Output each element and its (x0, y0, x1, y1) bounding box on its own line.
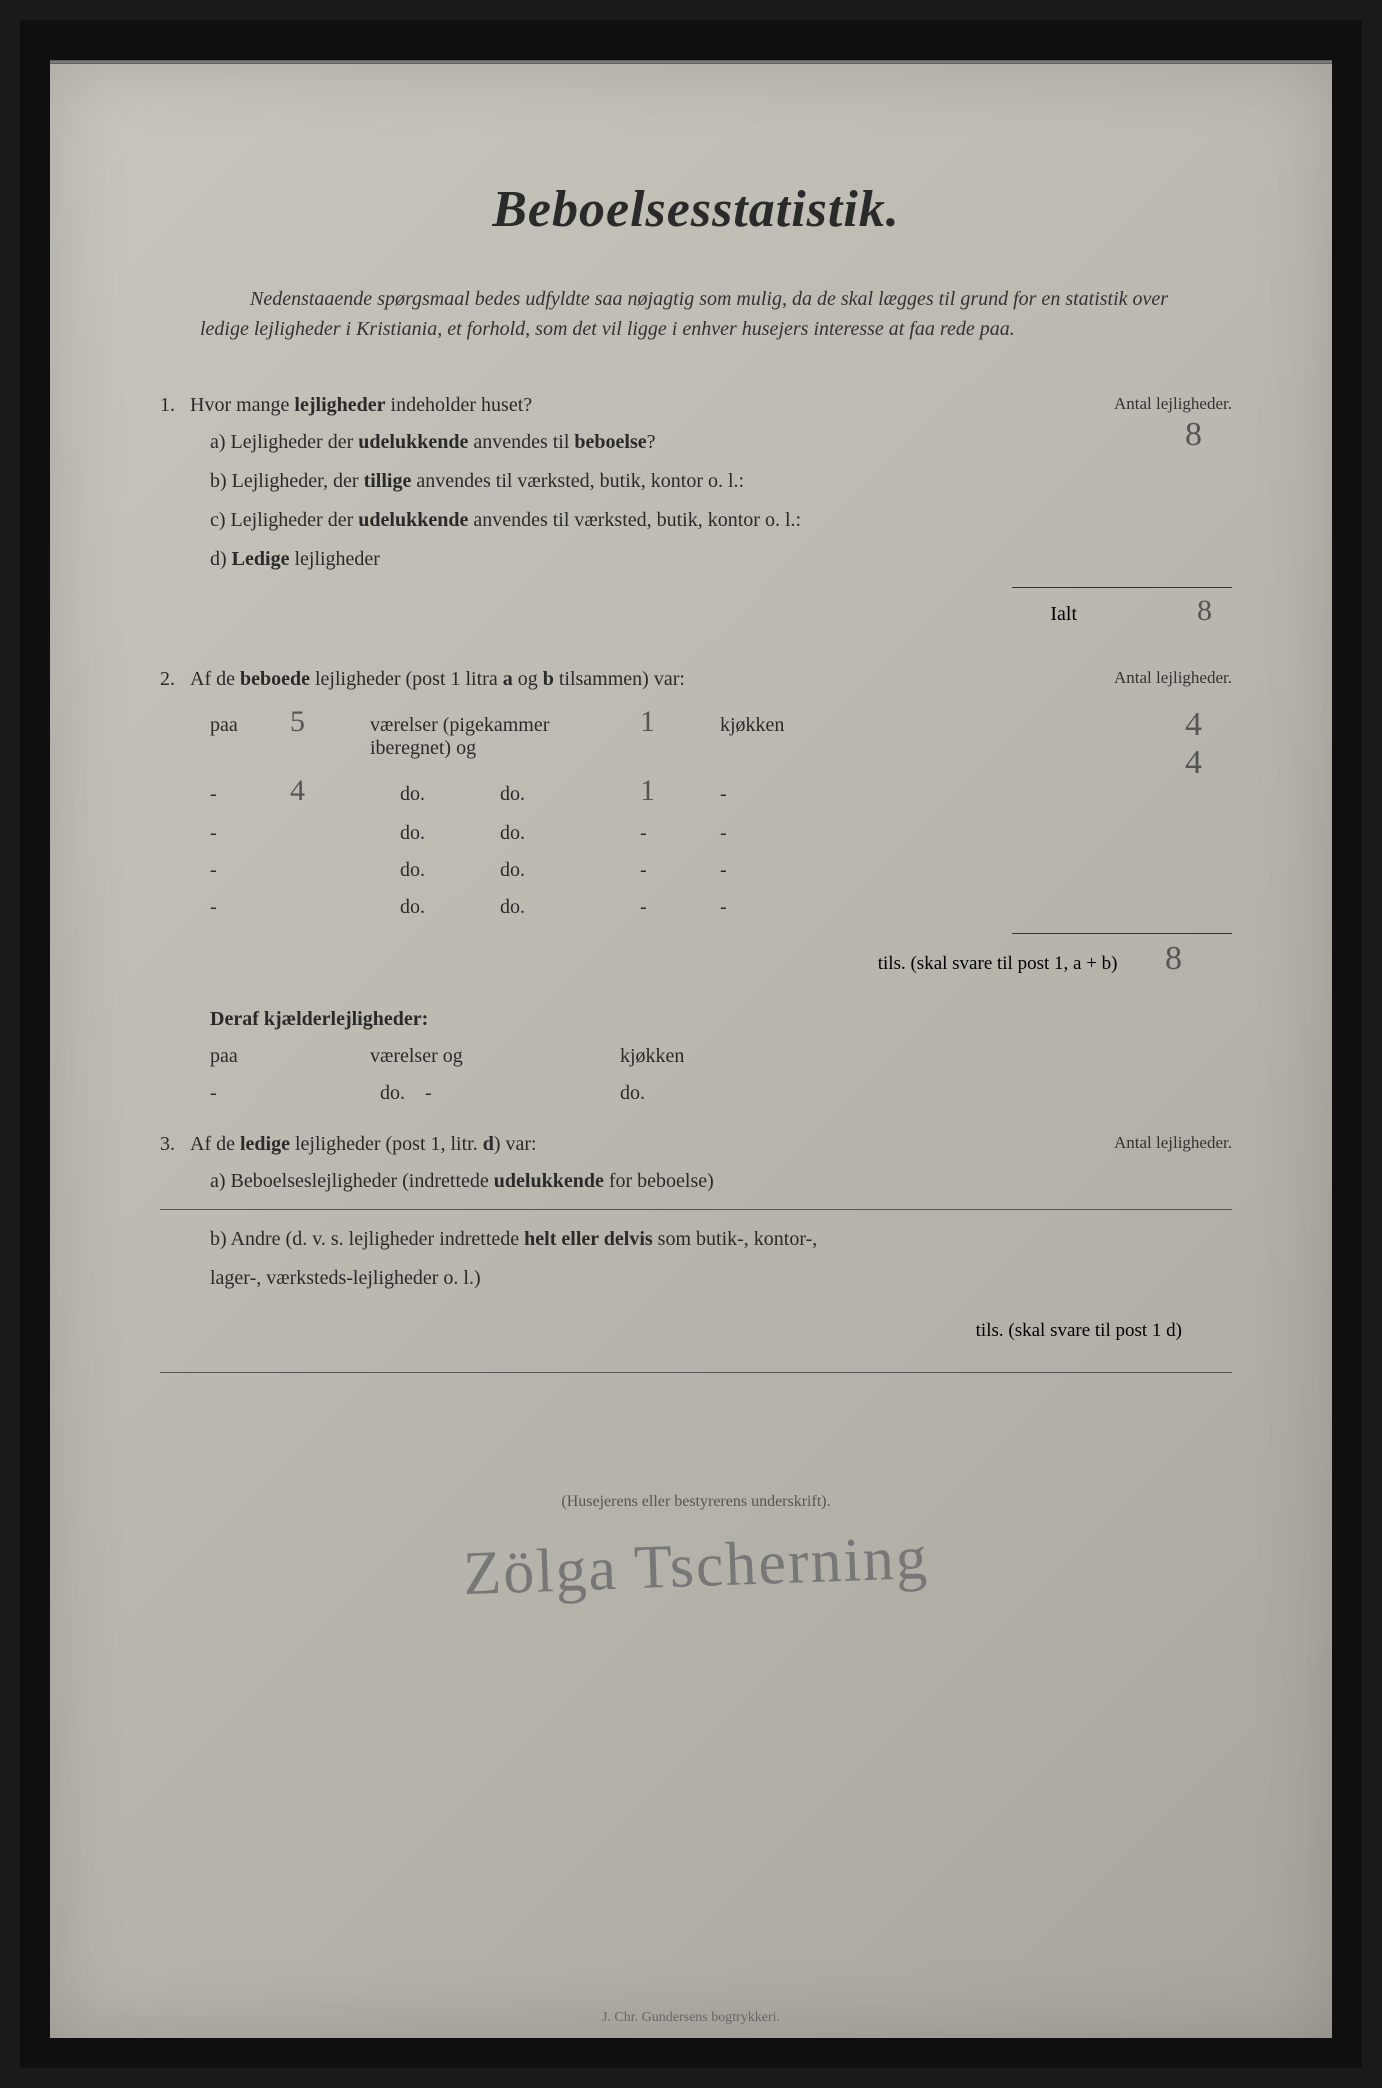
document-title: Beboelsesstatistik. (160, 180, 1232, 239)
q1-a: a) Lejligheder der udelukkende anvendes … (210, 431, 1232, 454)
q3-right-label: Antal lejligheder. (1114, 1133, 1232, 1153)
q3-text: Af de ledige lejligheder (post 1, litr. … (190, 1133, 1232, 1156)
divider (160, 1209, 1232, 1210)
q1-d: d) Ledige lejligheder (210, 548, 1232, 571)
kjokken: kjøkken (720, 714, 860, 737)
vaerelser: værelser (pigekammer iberegnet) og (370, 714, 630, 760)
q3-number: 3. (160, 1133, 190, 1156)
signature: Zölga Tscherning (159, 1512, 1233, 1620)
bvaer: værelser og (370, 1045, 530, 1068)
bpaa: paa (210, 1045, 280, 1068)
q2-basement-2: - do. - do. (210, 1082, 1232, 1105)
q3-a: a) Beboelseslejligheder (indrettede udel… (210, 1170, 1232, 1193)
ialt-label: Ialt (1050, 603, 1077, 626)
q1-total-row: Ialt 8 (160, 594, 1212, 628)
document-paper: Beboelsesstatistik. Nedenstaaende spørgs… (50, 60, 1332, 2038)
divider (1012, 587, 1232, 588)
q1-c: c) Lejligheder der udelukkende anvendes … (210, 509, 1232, 532)
divider (1012, 933, 1232, 934)
q2-tils: tils. (skal svare til post 1, a + b) 8 (160, 940, 1182, 978)
q1-b: b) Lejligheder, der tillige anvendes til… (210, 470, 1232, 493)
q2-row-3: - do. do. -- (210, 822, 1232, 845)
deraf-label: Deraf kjælderlejligheder: (210, 1008, 1232, 1031)
q2-row-4: - do. do. -- (210, 859, 1232, 882)
signature-label: (Husejerens eller bestyrerens underskrif… (160, 1493, 1232, 1511)
printer-credit: J. Chr. Gundersens bogtrykkeri. (50, 2010, 1332, 2026)
q2-text: Af de beboede lejligheder (post 1 litra … (190, 668, 1232, 691)
dash2: - (720, 783, 860, 806)
tils-value: 8 (1165, 940, 1182, 978)
bkj: kjøkken (620, 1045, 684, 1068)
dash: - (210, 783, 280, 806)
q1-text: Hvor mange lejligheder indeholder huset? (190, 394, 1232, 417)
divider (160, 1372, 1232, 1373)
q2-row-1: paa 5 værelser (pigekammer iberegnet) og… (210, 705, 1232, 760)
scan-frame: Beboelsesstatistik. Nedenstaaende spørgs… (20, 20, 1362, 2068)
q2-basement-1: paa værelser og kjøkken (210, 1045, 1232, 1068)
question-1: 1. Hvor mange lejligheder indeholder hus… (160, 394, 1232, 628)
q1-a-value: 8 (1185, 416, 1202, 454)
question-3: 3. Af de ledige lejligheder (post 1, lit… (160, 1133, 1232, 1373)
ialt-value: 8 (1197, 594, 1212, 628)
q3-tils: tils. (skal svare til post 1 d) (160, 1320, 1182, 1342)
row1-kj: 1 (640, 705, 710, 739)
tils-label: tils. (skal svare til post 1, a + b) (878, 953, 1118, 974)
row2-rooms: 4 (290, 774, 360, 808)
row1-rooms: 5 (290, 705, 360, 739)
q3-b: b) Andre (d. v. s. lejligheder indretted… (210, 1228, 1232, 1251)
question-2: 2. Af de beboede lejligheder (post 1 lit… (160, 668, 1232, 1105)
q1-right-label: Antal lejligheder. (1114, 394, 1232, 414)
intro-paragraph: Nedenstaaende spørgsmaal bedes udfyldte … (200, 284, 1212, 344)
q2-row-5: - do. do. -- (210, 896, 1232, 919)
q2-right-label: Antal lejligheder. (1114, 668, 1232, 688)
row2-kj: 1 (640, 774, 710, 808)
row1-count: 4 (1185, 706, 1202, 744)
q3-b2: lager-, værksteds-lejligheder o. l.) (210, 1267, 1232, 1290)
q2-number: 2. (160, 668, 190, 691)
row2-count: 4 (1185, 744, 1202, 782)
q1-number: 1. (160, 394, 190, 417)
q2-row-2: - 4 do. do. 1 - 4 (210, 774, 1232, 808)
paa: paa (210, 714, 280, 737)
